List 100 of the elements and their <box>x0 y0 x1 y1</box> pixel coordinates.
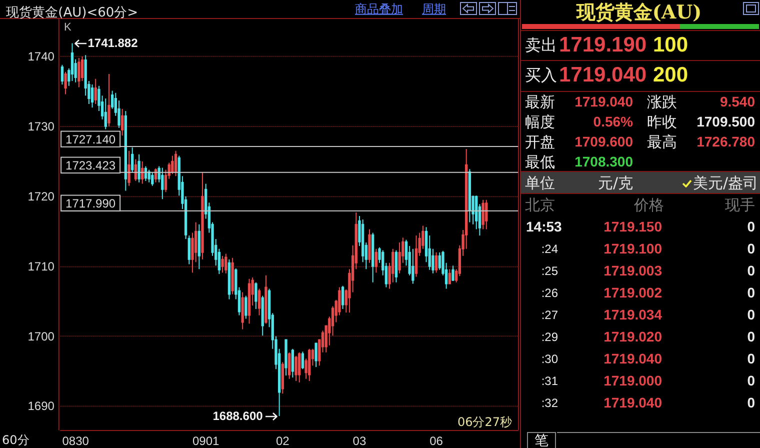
candlestick <box>301 351 304 370</box>
candlestick <box>341 285 344 310</box>
candlestick <box>144 166 148 182</box>
candlestick <box>224 253 228 274</box>
candlestick <box>108 73 110 127</box>
candlestick <box>134 158 138 182</box>
text: 0 <box>747 262 755 280</box>
text: 笔 <box>527 432 556 448</box>
candlestick <box>104 98 107 130</box>
candlestick <box>371 232 374 283</box>
text: 现手 <box>725 196 755 214</box>
text: 幅度 <box>525 113 555 131</box>
candlestick <box>198 224 200 270</box>
candlestick <box>294 355 298 382</box>
text: 1719.190 <box>559 32 647 58</box>
x-tick-label: 0901 <box>192 434 220 448</box>
text: 1719.040 <box>604 394 662 412</box>
text: 0.56% <box>593 114 633 130</box>
candlestick <box>368 228 371 264</box>
candlestick <box>485 199 488 230</box>
candlestick <box>291 348 294 378</box>
text: 0 <box>747 394 755 412</box>
candlestick <box>434 252 438 274</box>
y-tick-label: 1740 <box>28 49 55 64</box>
text: :32 <box>541 396 558 410</box>
text: 价格 <box>634 196 664 214</box>
text: 0 <box>747 284 755 302</box>
text: 1709.500 <box>696 114 755 130</box>
candlestick <box>412 248 414 284</box>
candlestick <box>221 255 224 274</box>
x-tick-label: 06 <box>430 434 444 448</box>
candlestick <box>201 172 204 260</box>
text: :24 <box>541 242 558 256</box>
ref-line-label: 1723.423 <box>66 158 116 173</box>
candlestick <box>94 78 97 105</box>
x-tick-label: 02 <box>276 434 290 448</box>
text: 1719.100 <box>604 240 662 258</box>
y-tick-label: 1690 <box>28 399 55 414</box>
candlestick <box>288 352 291 380</box>
text: :29 <box>541 330 558 344</box>
candlestick <box>448 268 451 284</box>
candlestick <box>131 146 134 174</box>
annotation: 06分27秒 <box>457 414 512 430</box>
candlestick <box>228 258 231 300</box>
text: 1719.003 <box>604 262 662 280</box>
candlestick <box>264 274 268 324</box>
text: 开盘 <box>525 133 555 151</box>
candlestick <box>241 292 244 330</box>
candlestick <box>141 160 144 184</box>
y-tick-label: 1710 <box>28 259 55 274</box>
text: 1719.150 <box>604 218 662 236</box>
candlestick <box>394 250 398 283</box>
candlestick <box>414 235 418 278</box>
candlestick <box>248 278 251 324</box>
candlestick <box>308 348 311 382</box>
text: :25 <box>541 264 558 278</box>
text: 100 <box>653 32 688 58</box>
text: 买入 <box>525 65 557 85</box>
candlestick <box>244 295 248 320</box>
ref-line-label: 1717.990 <box>66 196 116 211</box>
text: 单位 <box>525 174 555 192</box>
annotation: K <box>64 21 72 35</box>
candlestick <box>482 199 484 230</box>
text: :27 <box>541 308 558 322</box>
y-tick-label: 1700 <box>28 329 55 344</box>
x-tick-label: 03 <box>352 434 366 448</box>
candlestick <box>151 172 154 186</box>
candlestick <box>314 342 318 368</box>
candlestick <box>120 108 124 136</box>
text: 最低 <box>525 153 555 171</box>
text: 现货黄金(AU) <box>576 2 702 24</box>
ref-line-label: 1727.140 <box>66 132 116 147</box>
candlestick <box>154 168 158 183</box>
text: 9.540 <box>720 94 755 110</box>
text: 最高 <box>647 133 677 151</box>
y-tick-label: 1730 <box>28 119 55 134</box>
text: 0 <box>747 218 755 236</box>
text: 昨收 <box>647 113 677 131</box>
text: 0 <box>747 372 755 390</box>
text: :26 <box>541 286 558 300</box>
text: 1719.034 <box>604 306 662 324</box>
text: 1719.002 <box>604 284 662 302</box>
candlestick <box>60 64 64 85</box>
candlestick <box>298 352 301 383</box>
candlestick <box>254 282 258 310</box>
text: 1719.020 <box>604 328 662 346</box>
text: :31 <box>541 374 558 388</box>
candlestick <box>258 288 261 316</box>
candlestick <box>90 84 94 108</box>
text: 60分 <box>2 432 30 448</box>
text: 0 <box>747 306 755 324</box>
text: 200 <box>653 62 688 88</box>
candlestick <box>281 362 284 394</box>
candlestick <box>148 169 150 183</box>
text: 北京 <box>525 196 555 214</box>
candlestick <box>161 167 164 200</box>
text: 1719.040 <box>604 350 662 368</box>
candlestick <box>78 57 80 88</box>
candlestick <box>468 168 472 223</box>
text: 美元/盎司 <box>693 174 758 192</box>
